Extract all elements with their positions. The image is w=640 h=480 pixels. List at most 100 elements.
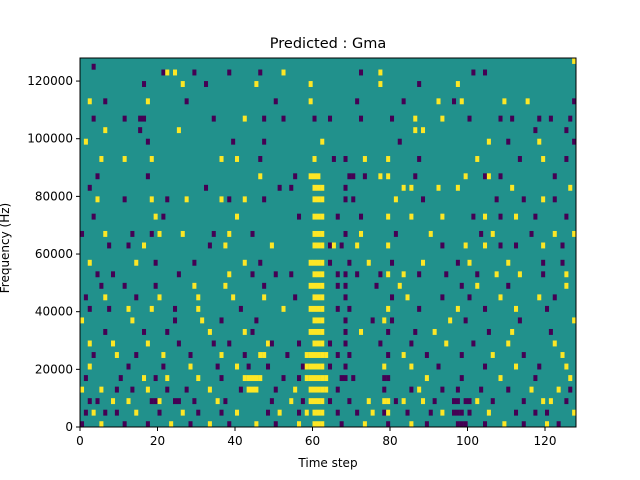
- heatmap-cell: [173, 398, 178, 405]
- heatmap-cell: [207, 328, 212, 335]
- heatmap-cell: [316, 398, 321, 405]
- heatmap-cell: [91, 409, 96, 416]
- heatmap-cell: [153, 282, 158, 289]
- heatmap-cell: [347, 398, 352, 405]
- heatmap-cell: [304, 375, 309, 382]
- heatmap-cell: [300, 363, 305, 370]
- heatmap-cell: [207, 386, 212, 393]
- heatmap-cell: [343, 196, 348, 203]
- heatmap-cell: [541, 196, 546, 203]
- heatmap-cell: [293, 173, 298, 180]
- heatmap-cell: [165, 328, 170, 335]
- heatmap-cell: [359, 115, 364, 122]
- heatmap-cell: [541, 271, 546, 278]
- heatmap-cell: [304, 409, 309, 416]
- heatmap-cell: [572, 409, 577, 416]
- heatmap-cell: [343, 282, 348, 289]
- heatmap-cell: [424, 375, 429, 382]
- heatmap-cell: [548, 328, 553, 335]
- heatmap-cell: [498, 213, 503, 220]
- x-tick-label: 40: [227, 434, 242, 448]
- heatmap-cell: [494, 196, 499, 203]
- heatmap-cell: [80, 386, 85, 393]
- heatmap-cell: [328, 259, 333, 266]
- heatmap-cell: [312, 352, 317, 358]
- heatmap-cell: [378, 340, 383, 347]
- heatmap-cell: [386, 328, 391, 335]
- heatmap-cell: [347, 352, 352, 358]
- heatmap-cell: [316, 363, 321, 370]
- heatmap-cell: [99, 156, 104, 162]
- heatmap-cell: [436, 184, 441, 191]
- heatmap-cell: [308, 363, 313, 370]
- y-tick-label: 100000: [27, 132, 73, 146]
- heatmap-cell: [149, 305, 154, 312]
- heatmap-cell: [312, 409, 317, 416]
- heatmap-cell: [486, 328, 491, 335]
- heatmap-cell: [564, 363, 569, 370]
- heatmap-cell: [467, 398, 472, 405]
- heatmap-cell: [533, 127, 538, 134]
- heatmap-cell: [417, 386, 422, 393]
- heatmap-cell: [463, 398, 468, 405]
- heatmap-cell: [320, 271, 325, 278]
- heatmap-cell: [459, 421, 464, 428]
- heatmap-cell: [359, 230, 364, 237]
- heatmap-cell: [339, 242, 344, 249]
- heatmap-cell: [514, 305, 519, 312]
- heatmap-cell: [91, 352, 96, 358]
- heatmap-cell: [235, 363, 240, 370]
- heatmap-cell: [87, 305, 92, 312]
- heatmap-cell: [506, 386, 511, 393]
- heatmap-cell: [444, 271, 449, 278]
- heatmap-cell: [200, 317, 205, 324]
- heatmap-cell: [188, 421, 193, 428]
- heatmap-cell: [215, 398, 220, 405]
- heatmap-cell: [273, 271, 278, 278]
- y-tick-label: 120000: [27, 74, 73, 88]
- heatmap-cell: [390, 294, 395, 301]
- heatmap-cell: [308, 328, 313, 335]
- heatmap-cell: [312, 259, 317, 266]
- heatmap-cell: [273, 421, 278, 428]
- heatmap-cell: [564, 213, 569, 220]
- heatmap-cell: [335, 213, 340, 220]
- chart-title: Predicted : Gma: [270, 36, 386, 52]
- heatmap-cell: [308, 305, 313, 312]
- heatmap-cell: [250, 328, 255, 335]
- heatmap-cell: [417, 305, 422, 312]
- heatmap-cell: [266, 340, 271, 347]
- heatmap-cell: [308, 81, 313, 87]
- heatmap-cell: [149, 398, 154, 405]
- heatmap-cell: [169, 421, 174, 428]
- heatmap-cell: [401, 352, 406, 358]
- heatmap-cell: [297, 421, 302, 428]
- heatmap-cell: [281, 375, 286, 382]
- y-tick-label: 60000: [35, 247, 73, 261]
- heatmap-cell: [324, 375, 329, 382]
- x-tick-label: 80: [382, 434, 397, 448]
- heatmap-cell: [207, 242, 212, 249]
- heatmap-cell: [161, 352, 166, 358]
- heatmap-cell: [142, 81, 147, 87]
- heatmap-cell: [316, 421, 321, 428]
- heatmap-cell: [483, 242, 488, 249]
- heatmap-cell: [142, 328, 147, 335]
- heatmap-cell: [409, 363, 414, 370]
- y-tick-label: 40000: [35, 305, 73, 319]
- heatmap-cell: [111, 271, 116, 278]
- heatmap-cell: [242, 352, 247, 358]
- heatmap-cell: [471, 69, 476, 76]
- heatmap-cell: [235, 213, 240, 220]
- y-tick-label: 80000: [35, 189, 73, 203]
- heatmap-cell: [514, 213, 519, 220]
- heatmap-cell: [339, 421, 344, 428]
- heatmap-cell: [107, 305, 112, 312]
- heatmap-cell: [157, 409, 162, 416]
- heatmap-cell: [111, 340, 116, 347]
- heatmap-cell: [355, 409, 360, 416]
- heatmap-cell: [157, 294, 162, 301]
- heatmap-cell: [417, 81, 422, 87]
- heatmap-cell: [564, 271, 569, 278]
